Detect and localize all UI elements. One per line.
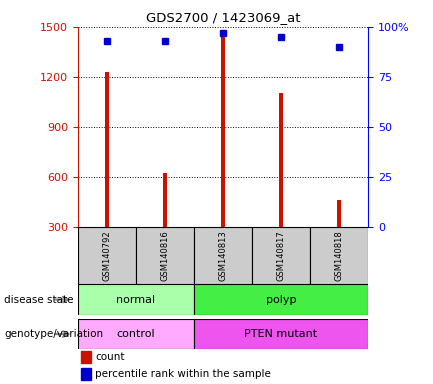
FancyBboxPatch shape: [78, 227, 136, 284]
Bar: [163, 173, 167, 227]
Text: GSM140813: GSM140813: [219, 230, 227, 281]
Text: count: count: [95, 352, 125, 362]
Text: control: control: [116, 329, 155, 339]
FancyBboxPatch shape: [78, 284, 194, 315]
Text: GSM140818: GSM140818: [335, 230, 343, 281]
Text: polyp: polyp: [266, 295, 296, 305]
Text: percentile rank within the sample: percentile rank within the sample: [95, 369, 271, 379]
FancyBboxPatch shape: [252, 227, 310, 284]
Bar: [221, 30, 225, 227]
FancyBboxPatch shape: [194, 284, 368, 315]
Bar: [81, 351, 91, 363]
Title: GDS2700 / 1423069_at: GDS2700 / 1423069_at: [146, 11, 300, 24]
Text: PTEN mutant: PTEN mutant: [245, 329, 317, 339]
FancyBboxPatch shape: [310, 227, 368, 284]
Text: genotype/variation: genotype/variation: [4, 329, 103, 339]
Text: GSM140816: GSM140816: [161, 230, 169, 281]
Bar: [81, 368, 91, 380]
Text: disease state: disease state: [4, 295, 74, 305]
Text: GSM140817: GSM140817: [277, 230, 285, 281]
FancyBboxPatch shape: [194, 319, 368, 349]
FancyBboxPatch shape: [194, 227, 252, 284]
Bar: [279, 93, 283, 227]
FancyBboxPatch shape: [78, 319, 194, 349]
Text: normal: normal: [116, 295, 155, 305]
Bar: [337, 200, 341, 227]
Bar: [105, 72, 109, 227]
FancyBboxPatch shape: [136, 227, 194, 284]
Text: GSM140792: GSM140792: [103, 230, 111, 281]
